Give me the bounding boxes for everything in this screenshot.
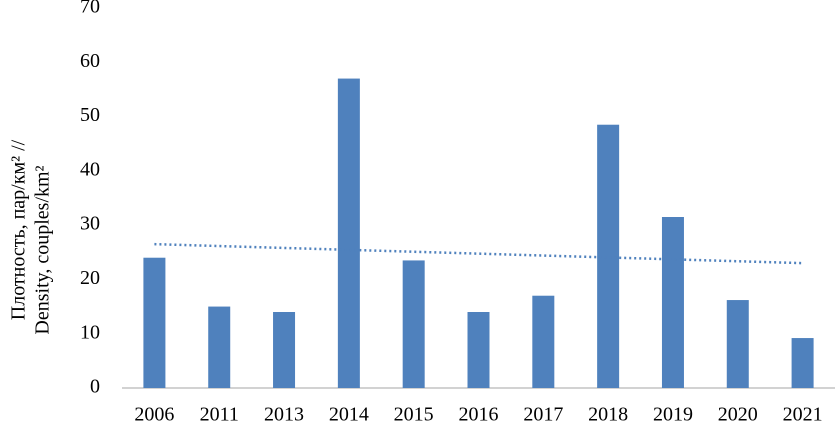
y-tick-label: 60 bbox=[80, 50, 100, 72]
trendline bbox=[154, 242, 803, 265]
y-tick-label: 10 bbox=[80, 321, 100, 343]
y-tick-label: 20 bbox=[80, 267, 100, 289]
y-tick-label: 70 bbox=[80, 0, 100, 18]
y-tick-label: 40 bbox=[80, 158, 100, 180]
y-tick-label: 30 bbox=[80, 213, 100, 235]
y-label: Плотность, пар/км² // bbox=[8, 139, 30, 320]
bar bbox=[791, 338, 814, 388]
bar bbox=[402, 260, 425, 388]
x-tick-label: 2021 bbox=[783, 404, 823, 426]
bar bbox=[726, 300, 749, 388]
bar bbox=[337, 78, 360, 389]
bar bbox=[597, 124, 620, 388]
bar bbox=[661, 217, 684, 388]
bar bbox=[467, 312, 490, 388]
bar bbox=[532, 295, 555, 388]
y-tick-label: 50 bbox=[80, 104, 100, 126]
x-tick-label: 2017 bbox=[523, 404, 563, 426]
x-tick-label: 2016 bbox=[459, 404, 499, 426]
x-tick-label: 2018 bbox=[588, 404, 628, 426]
x-tick-label: 2014 bbox=[329, 404, 369, 426]
y-label-line: Плотность, пар/км² // bbox=[8, 139, 30, 320]
x-tick-label: 2011 bbox=[200, 404, 239, 426]
x-tick-label: 2006 bbox=[134, 404, 174, 426]
x-tick-label: 2020 bbox=[718, 404, 758, 426]
bar bbox=[208, 306, 231, 388]
y-tick-label: 0 bbox=[90, 376, 100, 398]
bar bbox=[273, 312, 296, 388]
x-tick-label: 2019 bbox=[653, 404, 693, 426]
y-label: Density, couples/km² bbox=[32, 165, 54, 334]
bar bbox=[143, 257, 166, 388]
y-label-line: Density, couples/km² bbox=[32, 165, 54, 334]
x-tick-label: 2015 bbox=[394, 404, 434, 426]
x-tick-label: 2013 bbox=[264, 404, 304, 426]
